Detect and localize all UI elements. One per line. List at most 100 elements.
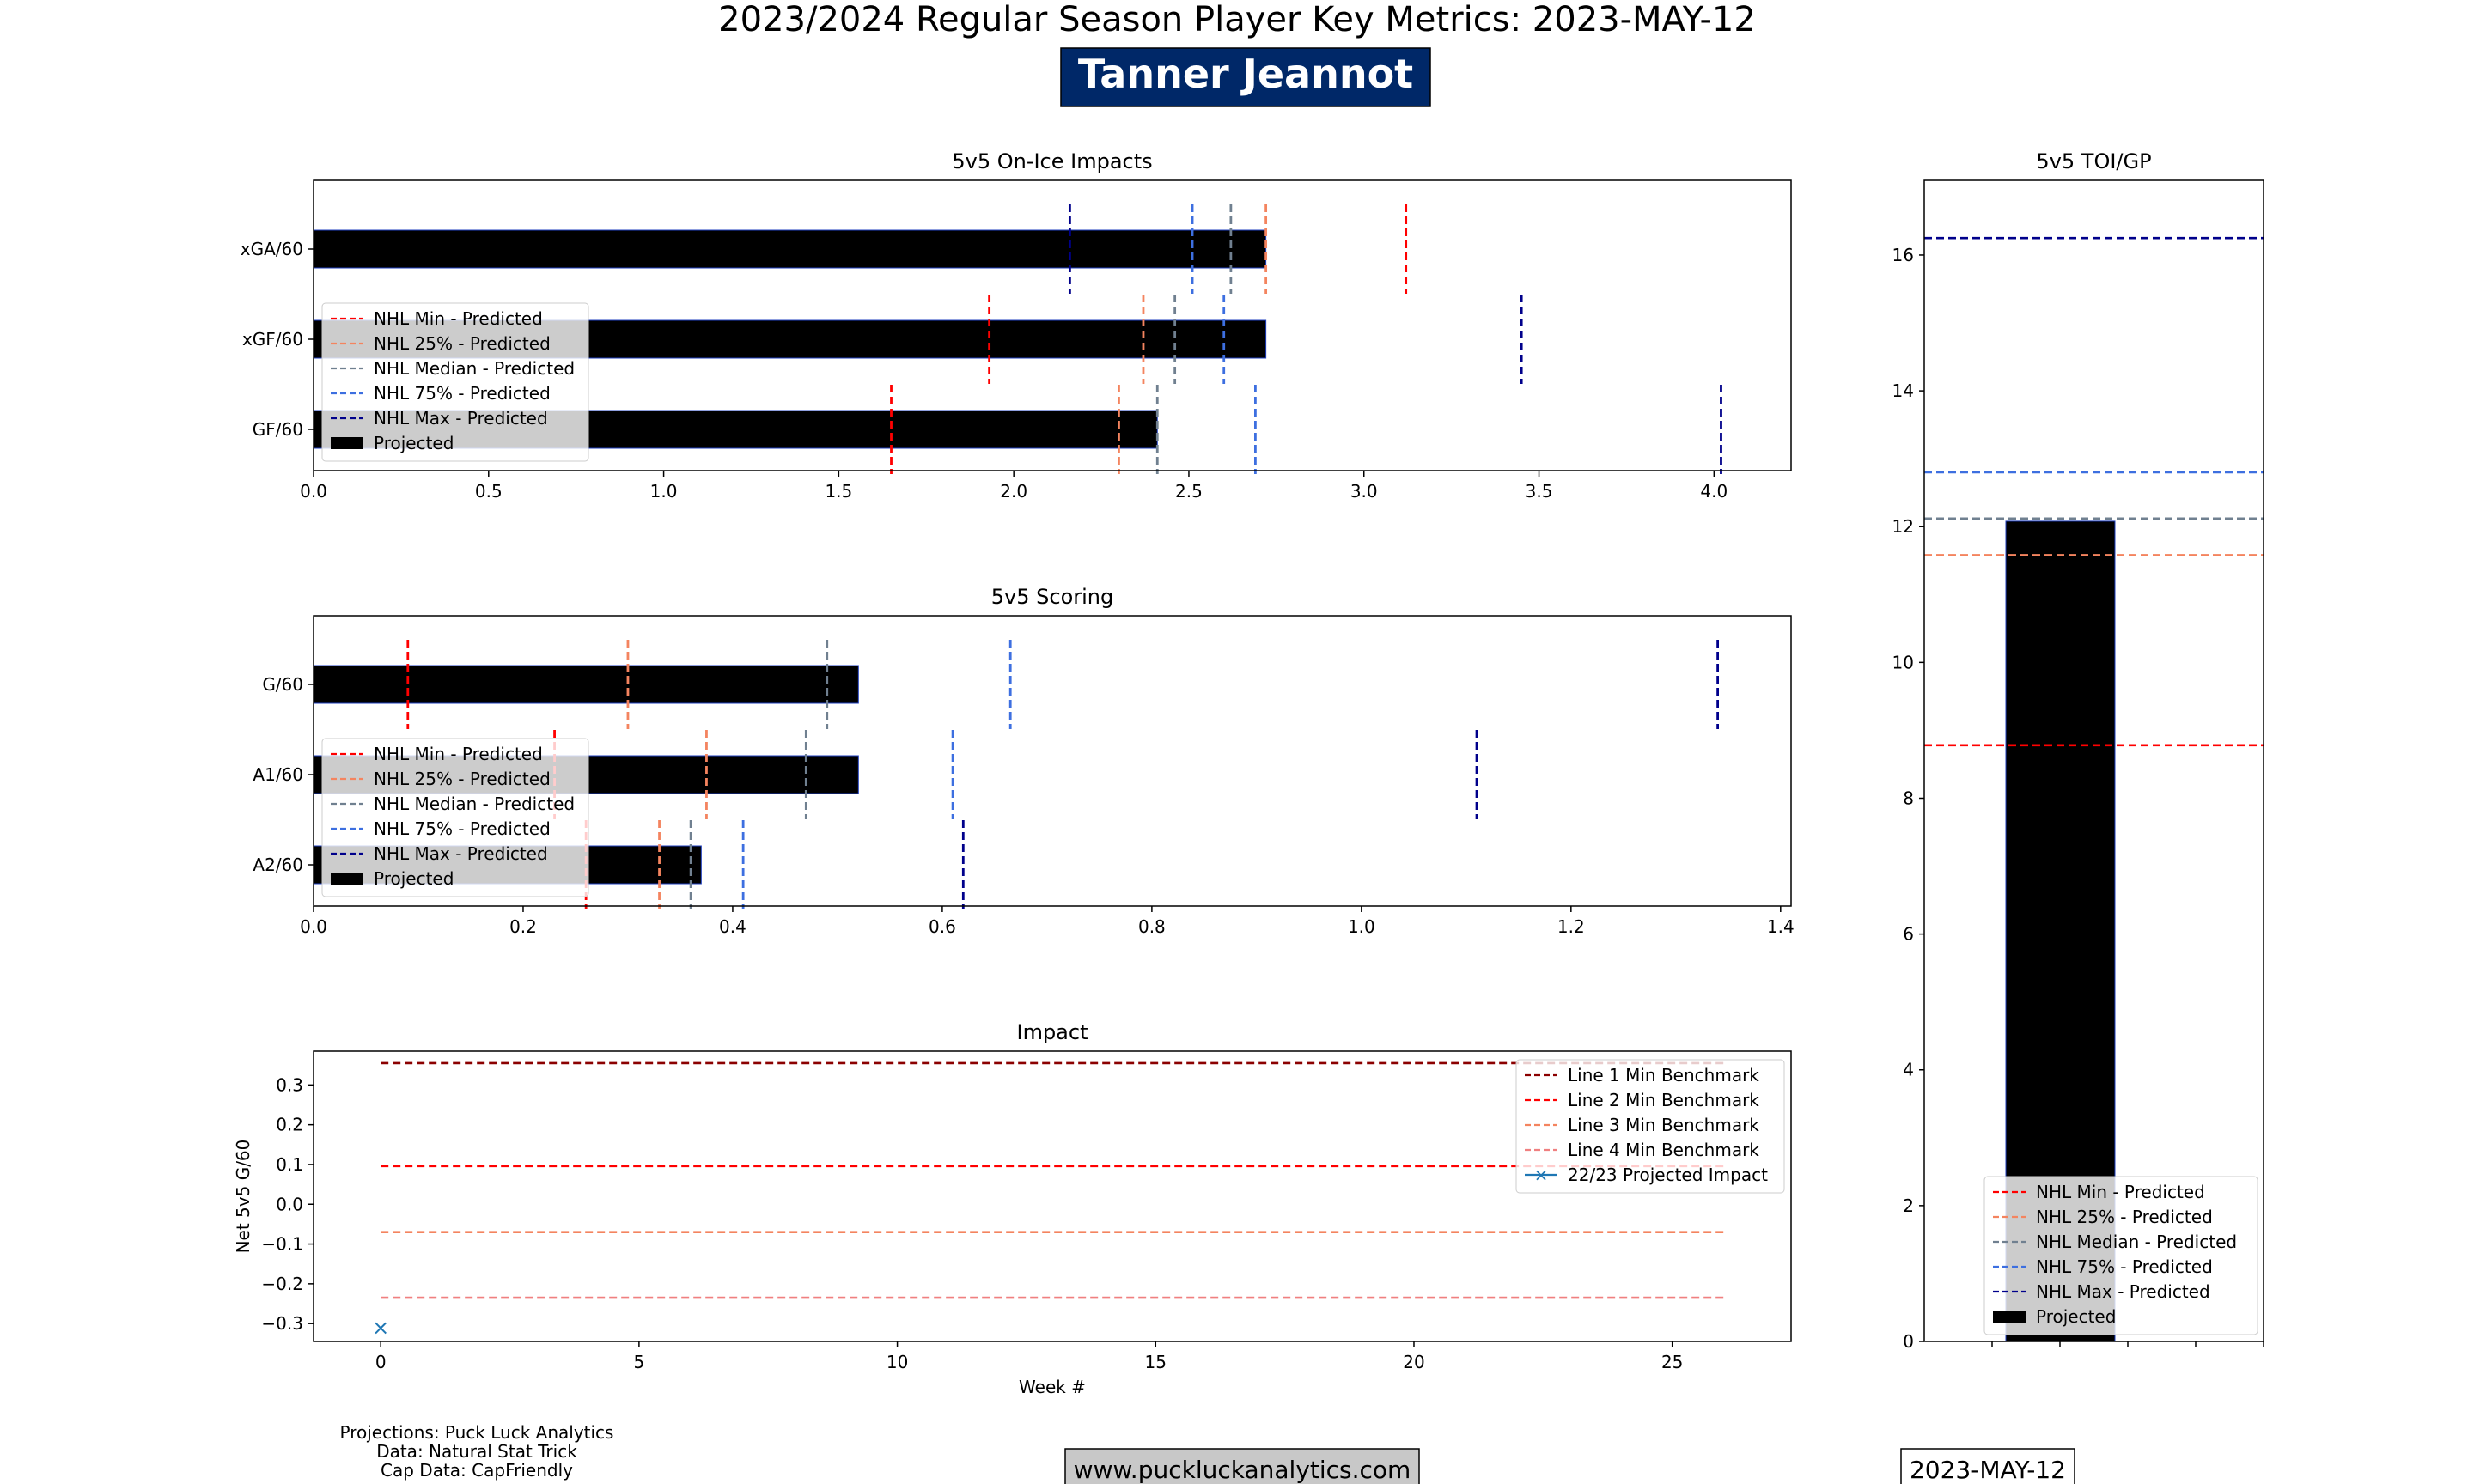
y-tick-label: 0 (1903, 1331, 1914, 1352)
y-tick-label: 6 (1903, 924, 1914, 945)
chart-title: Impact (1016, 1020, 1088, 1044)
plot-frame (313, 1050, 1792, 1342)
y-tick-label: 10 (1892, 652, 1914, 672)
y-tick-label: 8 (1903, 788, 1914, 808)
x-tick-label: 1.0 (650, 481, 678, 502)
legend-label: NHL Max - Predicted (374, 843, 548, 864)
legend-label: NHL Max - Predicted (374, 408, 548, 429)
x-tick-label: 10 (887, 1352, 908, 1372)
legend-label: NHL 25% - Predicted (374, 333, 551, 354)
x-tick-label: 2.5 (1175, 481, 1203, 502)
x-tick-label: 0 (375, 1352, 387, 1372)
credit-projections: Projections: Puck Luck Analytics (340, 1422, 614, 1443)
data-point: × (372, 1316, 389, 1340)
date-label: 2023-MAY-12 (1910, 1456, 2066, 1484)
y-tick-label: A2/60 (253, 855, 303, 875)
legend-label: NHL 75% - Predicted (2036, 1256, 2213, 1277)
x-tick-label: 1.2 (1557, 916, 1585, 937)
y-tick-label: 2 (1903, 1195, 1914, 1216)
legend-label: NHL 25% - Predicted (2036, 1207, 2213, 1227)
x-tick-label: 15 (1145, 1352, 1167, 1372)
legend-label: NHL 75% - Predicted (374, 383, 551, 404)
legend-label: NHL Min - Predicted (2036, 1182, 2205, 1202)
x-tick-label: 0.8 (1138, 916, 1166, 937)
report-title: 2023/2024 Regular Season Player Key Metr… (718, 0, 1756, 40)
x-tick-label: 1.4 (1767, 916, 1795, 937)
legend-box (1983, 1176, 2258, 1335)
x-tick-label: 0.6 (929, 916, 956, 937)
legend-label: NHL Median - Predicted (2036, 1232, 2237, 1252)
x-tick-label: 1.5 (825, 481, 852, 502)
y-tick-label: 0.0 (276, 1194, 303, 1214)
plot-frame (1923, 179, 2264, 1342)
scoring-chart: 5v5 Scoring G/60 A1/60 A2/60 0.0 0.2 0.4 0.6 0.8… (253, 585, 1794, 937)
y-tick-label: 0.1 (276, 1154, 303, 1175)
player-name-box (1060, 47, 1431, 107)
legend-label: Line 3 Min Benchmark (1568, 1115, 1759, 1135)
legend-label: NHL Max - Predicted (2036, 1281, 2210, 1302)
legend-label: Projected (374, 433, 454, 453)
legend-label: 22/23 Projected Impact (1568, 1165, 1768, 1185)
legend-swatch-projected (1993, 1311, 2026, 1323)
x-tick-label: 3.5 (1526, 481, 1553, 502)
y-tick-label: G/60 (262, 674, 303, 695)
legend-box (1515, 1059, 1785, 1194)
x-tick-label: 0.0 (300, 916, 327, 937)
legend-marker: × (1534, 1165, 1549, 1185)
player-name: Tanner Jeannot (1078, 51, 1413, 97)
y-tick-label: xGF/60 (242, 329, 303, 350)
legend-label: Projected (374, 868, 454, 889)
y-tick-label: 4 (1903, 1060, 1914, 1080)
legend-box (321, 738, 589, 897)
bar (313, 665, 859, 704)
plot-frame (313, 179, 1792, 471)
chart-title: 5v5 Scoring (991, 585, 1113, 609)
legend-label: Line 1 Min Benchmark (1568, 1065, 1759, 1086)
date-box (1900, 1448, 2075, 1484)
x-tick-label: 4.0 (1700, 481, 1728, 502)
toi-chart: 5v5 TOI/GP 0 2 4 6 8 10 12 14 16 NHL Min - Predict… (1892, 149, 2264, 1352)
credit-cap-data: Cap Data: CapFriendly (381, 1460, 573, 1481)
x-tick-label: 1.0 (1348, 916, 1375, 937)
legend-label: NHL Median - Predicted (374, 358, 575, 379)
x-tick-label: 25 (1661, 1352, 1683, 1372)
legend-label: NHL 25% - Predicted (374, 769, 551, 789)
y-tick-label: GF/60 (253, 419, 303, 440)
legend-label: NHL Min - Predicted (374, 744, 543, 764)
x-tick-label: 2.0 (1000, 481, 1027, 502)
x-tick-label: 20 (1403, 1352, 1424, 1372)
legend-label: NHL Median - Predicted (374, 794, 575, 814)
y-tick-label: A1/60 (253, 764, 303, 785)
x-axis-label: Week # (1019, 1377, 1086, 1397)
credit-data: Data: Natural Stat Trick (376, 1441, 577, 1462)
legend-swatch-projected (331, 873, 363, 885)
x-tick-label: 3.0 (1350, 481, 1378, 502)
x-tick-label: 0.0 (300, 481, 327, 502)
x-tick-label: 0.5 (475, 481, 503, 502)
legend-box (321, 302, 589, 462)
legend-label: Projected (2036, 1306, 2116, 1327)
x-tick-label: 0.2 (509, 916, 537, 937)
y-tick-label: −0.1 (261, 1234, 303, 1255)
y-tick-label: 14 (1892, 380, 1914, 401)
website-link[interactable]: www.puckluckanalytics.com (1074, 1456, 1411, 1484)
legend-swatch-projected (331, 437, 363, 449)
y-tick-label: −0.2 (261, 1274, 303, 1294)
plot-frame (313, 615, 1792, 907)
legend-label: NHL 75% - Predicted (374, 818, 551, 839)
x-tick-label: 0.4 (719, 916, 746, 937)
website-box (1064, 1448, 1420, 1484)
y-tick-label: xGA/60 (241, 239, 303, 259)
impact-chart: Impact × 0 5 10 15 20 25 −0.3 −0.2 −0.1 0.0 0.1 0.2 0.… (233, 1020, 1792, 1397)
chart-title: 5v5 On-Ice Impacts (952, 149, 1152, 173)
y-tick-label: 0.2 (276, 1115, 303, 1135)
legend-label: Line 2 Min Benchmark (1568, 1090, 1759, 1110)
on-ice-impacts-chart: 5v5 On-Ice Impacts xGA/60 xGF/60 GF/60 0.0 0.… (241, 149, 1792, 502)
bar (313, 229, 1267, 269)
legend-label: NHL Min - Predicted (374, 308, 543, 329)
y-tick-label: 16 (1892, 245, 1914, 265)
chart-title: 5v5 TOI/GP (2036, 149, 2151, 173)
y-tick-label: 0.3 (276, 1074, 303, 1095)
x-tick-label: 5 (634, 1352, 645, 1372)
